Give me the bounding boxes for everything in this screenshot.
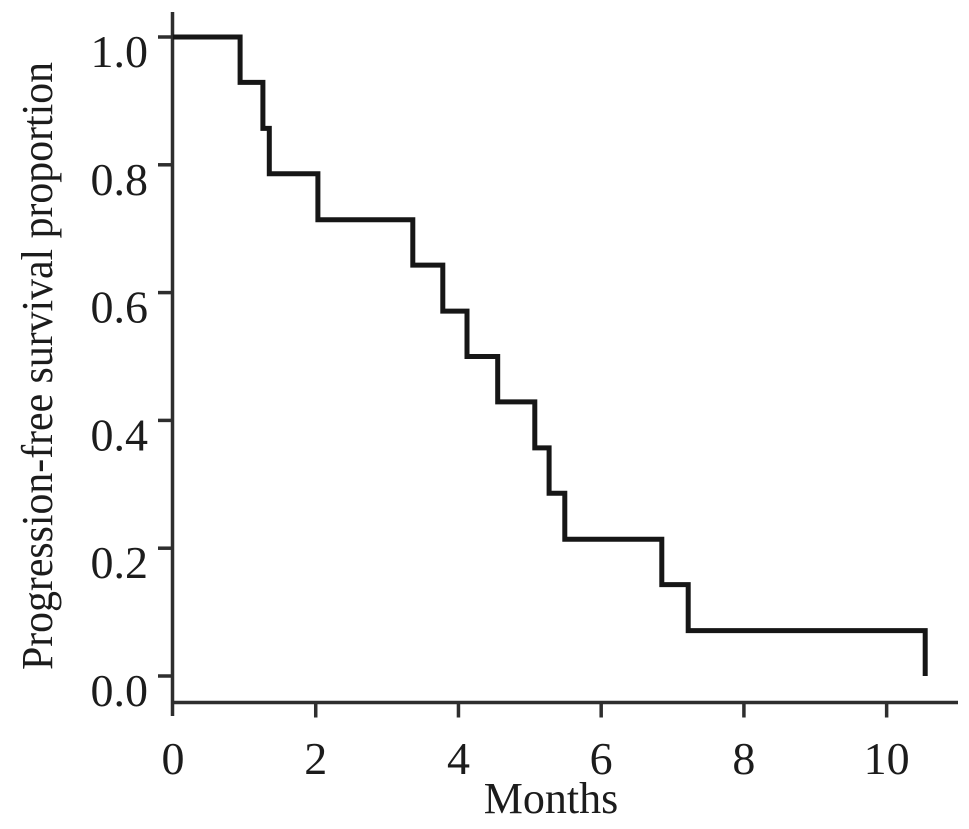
y-tick-label: 1.0 bbox=[91, 26, 149, 77]
x-tick-label: 8 bbox=[732, 733, 755, 784]
x-axis-tick-labels: 0 2 4 6 8 10 bbox=[162, 733, 910, 784]
y-tick-label: 0.8 bbox=[91, 154, 149, 205]
x-axis-title: Months bbox=[484, 774, 618, 823]
y-tick-label: 0.2 bbox=[91, 537, 149, 588]
x-tick-label: 6 bbox=[590, 733, 613, 784]
x-tick-label: 2 bbox=[304, 733, 327, 784]
y-tick-label: 0.6 bbox=[91, 282, 149, 333]
y-tick-label: 0.0 bbox=[91, 665, 149, 716]
y-axis-title: Progression-free survival proportion bbox=[13, 62, 62, 670]
survival-curve bbox=[173, 34, 928, 676]
axes bbox=[158, 12, 958, 718]
x-tick-label: 10 bbox=[864, 733, 910, 784]
x-tick-label: 4 bbox=[447, 733, 470, 784]
y-tick-label: 0.4 bbox=[91, 409, 149, 460]
y-axis-tick-labels: 1.0 0.8 0.6 0.4 0.2 0.0 bbox=[91, 26, 149, 716]
x-tick-label: 0 bbox=[162, 733, 185, 784]
